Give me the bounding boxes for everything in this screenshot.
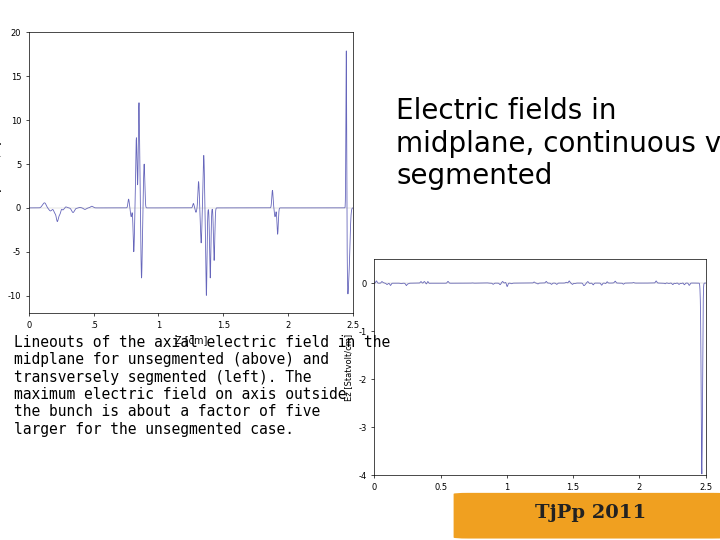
Y-axis label: Ez [Statvolt/m]: Ez [Statvolt/m] — [0, 141, 2, 204]
X-axis label: Z [cm]: Z [cm] — [524, 497, 556, 508]
Text: Lineouts of the axial electric field in the
midplane for unsegmented (above) and: Lineouts of the axial electric field in … — [14, 335, 391, 437]
Text: TjPp 2011: TjPp 2011 — [535, 504, 646, 522]
X-axis label: Z [cm]: Z [cm] — [175, 335, 207, 346]
FancyBboxPatch shape — [454, 493, 720, 538]
Y-axis label: Ez [Statvolt/cm]: Ez [Statvolt/cm] — [344, 334, 353, 401]
Text: TECH LABS: TECH LABS — [35, 526, 80, 535]
Text: euclid: euclid — [27, 504, 88, 522]
Text: Electric fields in
midplane, continuous vs
segmented: Electric fields in midplane, continuous … — [396, 97, 720, 190]
